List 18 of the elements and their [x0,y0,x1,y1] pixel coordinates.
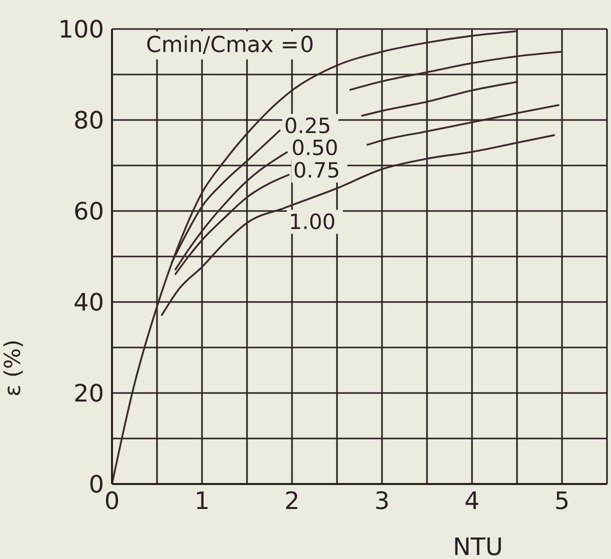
series-label: 0 [300,32,314,58]
y-tick-label: 40 [73,288,104,317]
legend-title: Cmin/Cmax = [146,32,299,58]
y-tick-label: 80 [73,106,104,135]
series-label: 0.75 [293,158,340,183]
x-tick-label: 4 [464,487,480,516]
series-label: 1.00 [288,210,336,234]
y-tick-label: 60 [73,198,104,226]
x-axis-title: NTU [452,533,503,559]
y-axis-title: ε (%) [0,340,26,396]
x-tick-label: 5 [554,487,570,516]
y-tick-label: 100 [58,16,104,44]
x-tick-label: 1 [194,487,210,516]
x-tick-label: 2 [284,487,300,516]
y-tick-label: 20 [73,380,104,408]
series-label: 0.50 [292,136,338,160]
x-tick-label: 3 [374,487,390,516]
series-label: 0.25 [284,114,332,138]
